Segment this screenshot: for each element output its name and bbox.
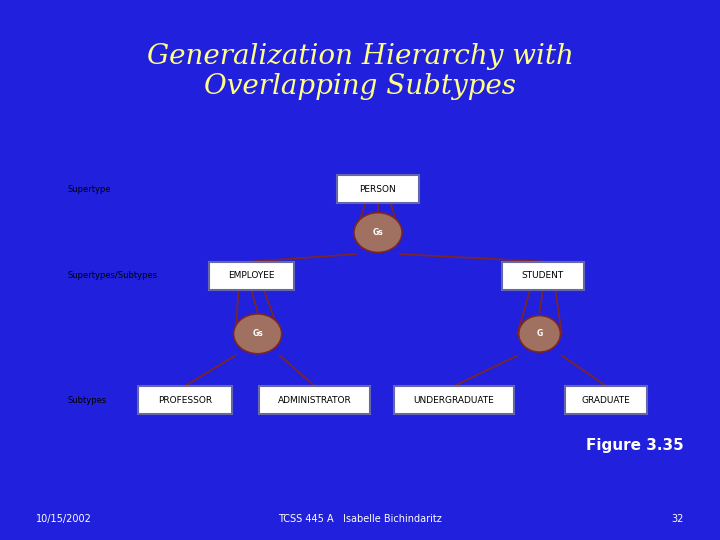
Text: EMPLOYEE: EMPLOYEE <box>228 271 274 280</box>
Text: Overlapping Subtypes: Overlapping Subtypes <box>204 73 516 100</box>
Ellipse shape <box>354 213 402 253</box>
FancyBboxPatch shape <box>259 386 370 414</box>
Text: UNDERGRADUATE: UNDERGRADUATE <box>414 396 495 405</box>
Text: Figure 3.35: Figure 3.35 <box>586 438 684 453</box>
Text: 10/15/2002: 10/15/2002 <box>36 515 92 524</box>
FancyBboxPatch shape <box>337 176 419 204</box>
Ellipse shape <box>233 314 282 354</box>
Ellipse shape <box>518 315 560 352</box>
FancyBboxPatch shape <box>394 386 514 414</box>
Text: PERSON: PERSON <box>359 185 397 194</box>
Text: Subtypes: Subtypes <box>68 396 107 405</box>
Text: TCSS 445 A   Isabelle Bichindaritz: TCSS 445 A Isabelle Bichindaritz <box>278 515 442 524</box>
FancyBboxPatch shape <box>209 261 294 290</box>
FancyBboxPatch shape <box>502 261 584 290</box>
Text: Generalization Hierarchy with: Generalization Hierarchy with <box>147 43 573 70</box>
FancyBboxPatch shape <box>138 386 232 414</box>
Text: ADMINISTRATOR: ADMINISTRATOR <box>278 396 351 405</box>
Text: Gs: Gs <box>373 228 383 237</box>
Text: G: G <box>536 329 543 339</box>
Text: STUDENT: STUDENT <box>521 271 564 280</box>
Text: 32: 32 <box>672 515 684 524</box>
Text: GRADUATE: GRADUATE <box>582 396 631 405</box>
Text: Supertype: Supertype <box>68 185 111 194</box>
Text: Gs: Gs <box>252 329 263 339</box>
Text: Supertypes/Subtypes: Supertypes/Subtypes <box>68 271 158 280</box>
Text: PROFESSOR: PROFESSOR <box>158 396 212 405</box>
FancyBboxPatch shape <box>565 386 647 414</box>
